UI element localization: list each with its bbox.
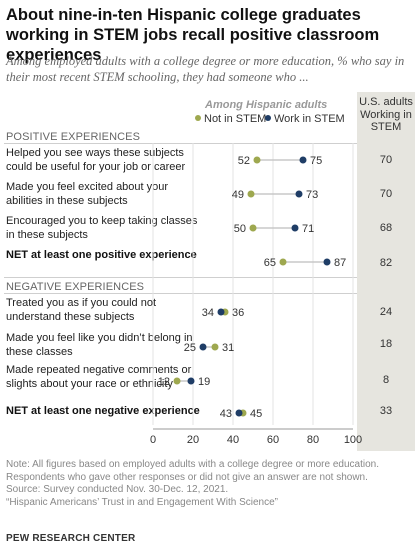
value-label-not-in-stem: 65	[264, 257, 276, 269]
value-label-not-in-stem: 45	[250, 408, 262, 420]
us-adults-value: 70	[379, 188, 393, 200]
us-adults-value: 33	[379, 405, 393, 417]
us-adults-column-background	[357, 92, 415, 451]
footer-note-line: Note: All figures based on employed adul…	[6, 459, 380, 470]
value-label-not-in-stem: 31	[222, 342, 234, 354]
value-label-work-in-stem: 34	[202, 307, 214, 319]
us-adults-value: 68	[379, 222, 393, 234]
value-label-not-in-stem: 36	[232, 307, 244, 319]
us-adults-value: 8	[382, 374, 390, 386]
dot-not-in-stem	[173, 377, 181, 385]
footer-report-line: “Hispanic Americans’ Trust in and Engage…	[6, 496, 278, 508]
value-label-not-in-stem: 50	[234, 223, 246, 235]
value-label-work-in-stem: 43	[220, 408, 232, 420]
dot-work-in-stem	[323, 258, 331, 266]
footer-notes: Note: All figures based on employed adul…	[6, 459, 416, 509]
section-negative-experiences: NEGATIVE EXPERIENCES	[6, 281, 145, 293]
us-adults-value: 70	[379, 154, 393, 166]
x-tick-label: 100	[344, 434, 362, 446]
us-adults-value: 18	[379, 338, 393, 350]
row-label: Encouraged you to keep taking classes in…	[6, 215, 198, 241]
value-label-not-in-stem: 49	[232, 189, 244, 201]
x-tick-label: 60	[267, 434, 279, 446]
legend-dot-not-in-stem	[195, 115, 201, 121]
section-divider	[4, 293, 357, 294]
dot-work-in-stem	[235, 409, 243, 417]
legend-item-work-in-stem: Work in STEM	[265, 113, 345, 125]
dot-work-in-stem	[199, 343, 207, 351]
value-label-work-in-stem: 71	[302, 223, 314, 235]
subgroup-label: Among Hispanic adults	[205, 99, 328, 111]
dot-work-in-stem	[187, 377, 195, 385]
dot-work-in-stem	[299, 156, 307, 164]
us-adults-value: 24	[379, 306, 393, 318]
x-tick-label: 0	[150, 434, 156, 446]
dot-not-in-stem	[253, 156, 261, 164]
x-tick-label: 80	[307, 434, 319, 446]
dot-work-in-stem	[291, 224, 299, 232]
pew-logo-text: PEW RESEARCH CENTER	[6, 533, 136, 544]
us-adults-value: 82	[379, 257, 393, 269]
section-divider	[4, 277, 357, 278]
value-label-not-in-stem: 52	[238, 155, 250, 167]
row-label: Made repeated negative comments or sligh…	[6, 364, 192, 390]
section-positive-experiences: POSITIVE EXPERIENCES	[6, 131, 141, 143]
dot-not-in-stem	[279, 258, 287, 266]
x-tick-label: 20	[187, 434, 199, 446]
dot-not-in-stem	[211, 343, 219, 351]
value-label-work-in-stem: 19	[198, 376, 210, 388]
value-label-work-in-stem: 87	[334, 257, 346, 269]
row-label: Made you feel like you didn’t belong in …	[6, 332, 193, 358]
dot-work-in-stem	[217, 308, 225, 316]
value-label-not-in-stem: 12	[158, 376, 170, 388]
row-label: NET at least one positive experience	[6, 249, 197, 261]
dot-not-in-stem	[247, 190, 255, 198]
chart-subtitle: Among employed adults with a college deg…	[6, 54, 405, 84]
legend-label-work-in-stem: Work in STEM	[274, 113, 345, 125]
row-label: Helped you see ways these subjects could…	[6, 147, 186, 173]
row-label: Treated you as if you could not understa…	[6, 297, 157, 323]
dot-work-in-stem	[295, 190, 303, 198]
value-label-work-in-stem: 25	[184, 342, 196, 354]
row-label: Made you feel excited about your abiliti…	[6, 181, 169, 207]
dot-not-in-stem	[249, 224, 257, 232]
value-label-work-in-stem: 73	[306, 189, 318, 201]
x-tick-label: 40	[227, 434, 239, 446]
legend-label-not-in-stem: Not in STEM	[204, 113, 267, 125]
footer-source-line: Source: Survey conducted Nov. 30-Dec. 12…	[6, 484, 229, 495]
value-label-work-in-stem: 75	[310, 155, 322, 167]
section-divider	[4, 143, 357, 144]
footer-note-line: Respondents who gave other responses or …	[6, 471, 368, 483]
legend-dot-work-in-stem	[265, 115, 271, 121]
chart-title: About nine-in-ten Hispanic college gradu…	[6, 6, 380, 64]
us-adults-column-header: U.S. adults Working in STEM	[359, 96, 413, 133]
row-label: NET at least one negative experience	[6, 405, 200, 417]
legend-item-not-in-stem: Not in STEM	[195, 113, 266, 125]
